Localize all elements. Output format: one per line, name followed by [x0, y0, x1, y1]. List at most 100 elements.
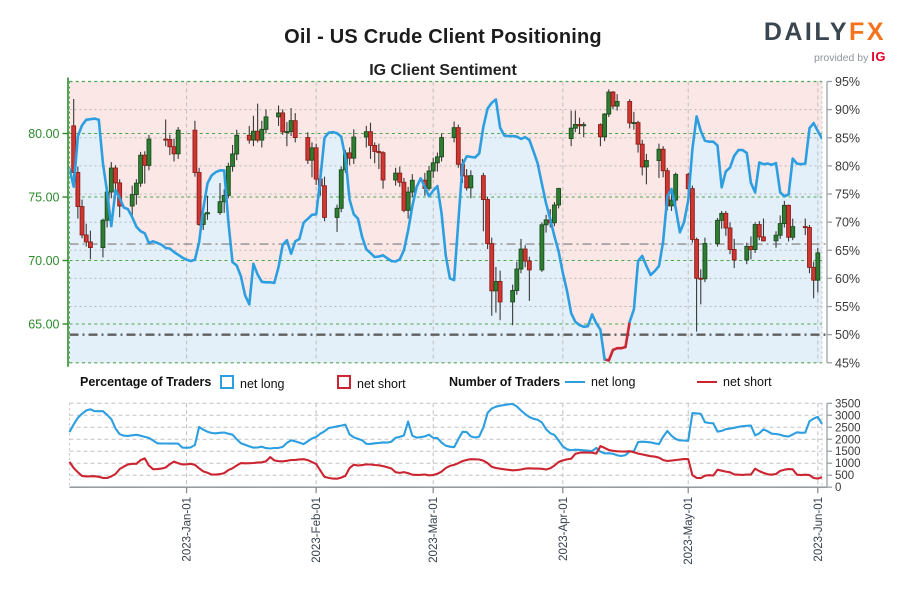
candle-body-down: [372, 144, 378, 152]
candle-body-down: [397, 172, 403, 183]
candle: [430, 157, 436, 178]
candle-body-up: [752, 224, 758, 251]
candle: [439, 133, 444, 162]
candle: [756, 221, 762, 241]
candle-body-up: [405, 191, 411, 211]
candle-body-down: [368, 131, 373, 146]
candle-body-up: [581, 124, 587, 127]
candle: [581, 122, 587, 138]
candle-body-down: [731, 248, 737, 261]
month-tick-label: 2023-Apr-01: [558, 497, 570, 561]
legend-group-number-of-traders: Number of Traders: [449, 375, 561, 389]
candle-body-up: [251, 130, 256, 141]
candle-body-up: [439, 137, 444, 158]
candle: [167, 134, 173, 156]
candle: [351, 129, 357, 164]
candle: [606, 89, 612, 117]
tick-label: 70.00: [28, 254, 59, 268]
candle: [614, 94, 620, 111]
candle-body-down: [489, 243, 495, 292]
candle: [322, 176, 327, 222]
candle: [409, 174, 415, 197]
candle: [568, 110, 574, 147]
net-long-line-swatch: [565, 381, 585, 383]
candle: [644, 153, 649, 185]
price-axis-left: 80.00 75.00 70.00 65.00: [28, 77, 69, 367]
candle: [694, 237, 699, 332]
candle: [489, 237, 495, 316]
candle: [334, 204, 340, 232]
candle-body-up: [309, 147, 315, 161]
candle: [225, 162, 231, 199]
candle: [259, 120, 265, 148]
candle-body-down: [761, 236, 766, 242]
candle: [83, 223, 89, 247]
candle: [815, 247, 821, 293]
candle-body-up: [773, 234, 779, 242]
candle: [405, 186, 411, 219]
candle: [192, 120, 198, 177]
legend-item-count-net-long: net long: [565, 375, 635, 389]
candle-body-down: [163, 138, 169, 141]
legend-group-percentage-of-traders: Percentage of Traders: [80, 375, 212, 389]
candle: [602, 113, 608, 142]
candle-body-down: [526, 260, 532, 271]
candle-body-up: [100, 219, 106, 249]
candle: [75, 166, 81, 219]
candle: [627, 99, 633, 129]
candle: [514, 261, 520, 295]
tick-label: 85%: [835, 131, 860, 145]
candle: [397, 166, 403, 187]
candle: [196, 167, 202, 226]
candle-body-down: [455, 127, 461, 165]
chart-legend: Percentage of Traders net long net short…: [0, 375, 900, 395]
candle: [284, 122, 290, 147]
candle-body-down: [660, 148, 666, 172]
percent-axis-right: 95% 90% 85% 80% 75% 70% 65% 60% 55% 50% 45%: [826, 75, 860, 370]
candle-body-down: [522, 248, 528, 262]
candle-body-up: [539, 224, 545, 271]
candle-body-down: [322, 185, 327, 218]
dailyfx-logo-wordmark: DAILYFX: [763, 18, 886, 46]
candle-body-up: [614, 101, 620, 107]
candle-body-up: [276, 112, 281, 118]
candle-body-up: [719, 212, 725, 221]
candle-body-down: [698, 277, 704, 280]
traders-net-long-line-path: [68, 402, 823, 458]
candle-body-up: [334, 207, 340, 218]
candle-body-down: [167, 139, 173, 148]
month-labels: 2023-Jan-01 2023-Feb-01 2023-Mar-01 2023-Ap…: [182, 497, 825, 565]
candle: [280, 109, 286, 135]
candle-body-down: [635, 122, 641, 145]
candle-body-up: [234, 134, 240, 155]
candle: [539, 222, 545, 272]
candle-body-down: [75, 172, 81, 207]
candle-body-up: [468, 175, 474, 189]
candle: [376, 143, 382, 170]
candle: [552, 202, 557, 227]
candle-body-up: [552, 204, 557, 224]
net-short-square-swatch: [337, 375, 351, 389]
candle-body-up: [543, 219, 549, 226]
chart-subtitle: IG Client Sentiment: [369, 62, 517, 79]
candle: [401, 177, 407, 213]
tick-label: 75.00: [28, 191, 59, 205]
candle-body-up: [777, 223, 783, 236]
candle: [690, 185, 695, 243]
candle: [522, 245, 528, 268]
traders-net-long-line: [68, 402, 823, 458]
candle-body-up: [217, 201, 223, 214]
candle: [263, 109, 269, 134]
candle-body-up: [133, 182, 139, 196]
candle-body-up: [790, 226, 796, 238]
traders-net-short-line: [68, 445, 823, 480]
tick-label: 2000: [835, 434, 861, 446]
net-short-line-swatch: [697, 381, 717, 383]
candle: [610, 90, 616, 110]
candle-body-up: [205, 212, 210, 215]
candle: [497, 270, 503, 321]
legend-item-pct-net-long: net long: [220, 375, 284, 391]
ig-logo: IG: [871, 49, 886, 64]
candle: [426, 165, 432, 191]
candle-body-down: [255, 130, 261, 141]
